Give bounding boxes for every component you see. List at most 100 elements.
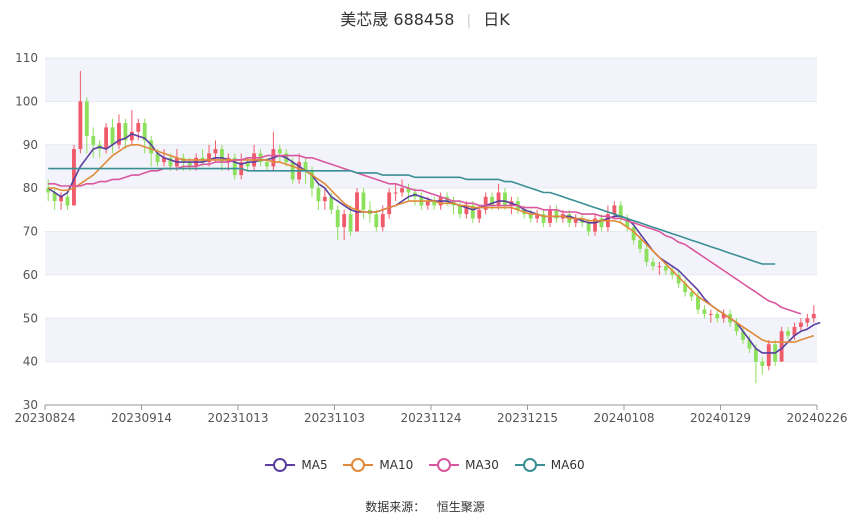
candle-body (503, 192, 507, 206)
candle-body (676, 274, 681, 284)
legend-item-ma5[interactable]: MA5 (265, 458, 328, 472)
candle-body (696, 296, 700, 310)
candle-body (65, 196, 70, 206)
candle-body (310, 170, 314, 189)
candle-body (657, 266, 662, 268)
candle-body (123, 123, 128, 141)
candle-body (638, 240, 643, 249)
candle-body (593, 218, 597, 232)
candle-body (779, 331, 784, 362)
y-tick-label: 80 (23, 181, 38, 195)
candle-body (599, 218, 604, 228)
candle-body (425, 201, 430, 206)
legend-item-ma30[interactable]: MA30 (429, 458, 499, 472)
candle-body (554, 209, 559, 219)
candle-body (786, 331, 790, 336)
x-tick-label: 20231215 (497, 411, 558, 425)
candle-body (721, 313, 726, 319)
candle-body (702, 309, 707, 314)
x-tick-label: 20240226 (786, 411, 847, 425)
candle-body (496, 192, 501, 206)
candle-body (651, 261, 655, 267)
x-tick-label: 20231013 (207, 411, 268, 425)
candle-body (464, 205, 469, 215)
legend-item-ma10[interactable]: MA10 (343, 458, 413, 472)
candle-body (734, 322, 739, 332)
stock-name: 美芯晟 688458 (340, 10, 455, 29)
candle-body (644, 248, 649, 262)
candle-body (117, 123, 121, 145)
candle-body (129, 131, 134, 141)
ma-line-ma60 (48, 167, 776, 265)
grid-band (45, 58, 817, 102)
candle-body (303, 162, 308, 171)
candle-body (708, 313, 713, 315)
candle-body (747, 339, 752, 349)
y-tick-label: 60 (23, 268, 38, 282)
grid-band (45, 144, 817, 189)
candle-body (219, 149, 224, 163)
candle-body (631, 227, 636, 241)
candle-body (400, 188, 404, 193)
candle-body (483, 196, 488, 210)
candle-body (142, 123, 147, 141)
legend-label-ma60: MA60 (550, 458, 585, 472)
candle-body (348, 214, 353, 232)
candle-body (387, 192, 392, 215)
candle-body (618, 205, 623, 219)
candle-body (715, 313, 720, 319)
y-tick-label: 70 (23, 225, 38, 239)
candle-body (213, 149, 218, 154)
x-tick-label: 20231124 (400, 411, 461, 425)
candle-body (374, 214, 379, 228)
legend-label-ma10: MA10 (379, 458, 414, 472)
candle-body (342, 214, 347, 228)
candle-body (625, 218, 630, 228)
chart-title: 美芯晟 688458 | 日K (0, 6, 850, 30)
period-label: 日K (483, 10, 510, 29)
candle-body (586, 222, 591, 232)
candle-body (670, 270, 675, 275)
source-label: 数据来源： (365, 500, 426, 514)
y-tick-label: 30 (23, 398, 38, 412)
candle-body (490, 196, 495, 206)
candle-body (683, 283, 688, 293)
legend-item-ma60[interactable]: MA60 (514, 458, 585, 472)
x-tick-label: 20230914 (111, 411, 172, 425)
candle-body (361, 192, 366, 210)
title-separator: | (466, 13, 472, 29)
legend-marker-ma30 (429, 458, 460, 472)
candle-body (612, 205, 617, 215)
candle-body (322, 196, 327, 202)
legend-marker-ma10 (343, 458, 374, 472)
chart-legend: MA5 MA10 MA30 MA60 (0, 458, 850, 475)
candle-body (110, 127, 115, 145)
candle-body (104, 127, 109, 150)
candle-body (187, 162, 192, 167)
candle-body (149, 140, 154, 154)
source-name: 恒生聚源 (436, 500, 485, 514)
candle-body (541, 214, 546, 223)
candle-body (528, 214, 533, 219)
y-tick-label: 100 (15, 94, 38, 108)
candle-body (432, 201, 437, 206)
y-tick-label: 40 (23, 355, 38, 369)
candle-body (689, 292, 694, 297)
x-tick-label: 20240129 (690, 411, 751, 425)
candle-body (805, 318, 810, 323)
candle-body (155, 153, 160, 163)
candle-body (753, 348, 758, 362)
legend-marker-ma5 (265, 458, 296, 472)
candle-body (760, 361, 765, 366)
candle-body (168, 157, 173, 167)
candle-body (573, 218, 578, 223)
legend-label-ma30: MA30 (465, 458, 499, 472)
candle-body (207, 153, 211, 163)
candle-body (265, 162, 269, 167)
candle-body (277, 149, 282, 154)
candle-body (393, 192, 398, 194)
x-tick-label: 20231103 (304, 411, 365, 425)
candle-body (335, 209, 340, 228)
y-tick-label: 110 (15, 51, 38, 65)
candle-body (245, 162, 250, 167)
